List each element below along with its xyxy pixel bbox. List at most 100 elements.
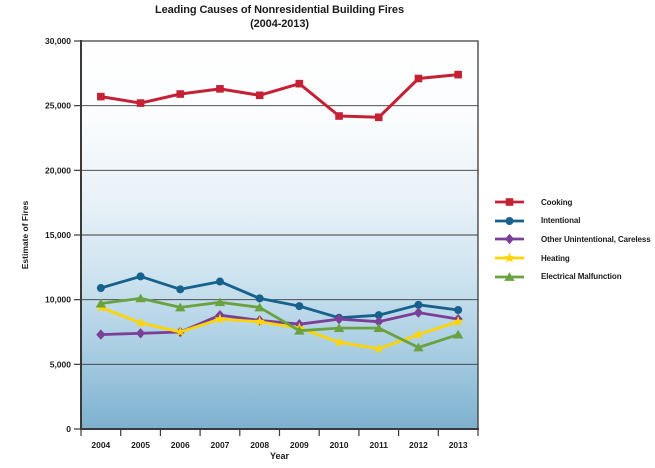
data-point-other-unintentional-careless-2005	[135, 328, 146, 339]
x-tick-label: 2011	[370, 440, 389, 450]
legend-marker-electrical-malfunction	[504, 271, 515, 281]
series-line-intentional	[99, 274, 460, 320]
data-point-electrical-malfunction-2013	[452, 329, 464, 339]
data-point-intentional-2004	[96, 284, 105, 293]
data-point-other-unintentional-careless-2004	[96, 329, 106, 340]
legend-item-other-unintentional-careless: Other Unintentional, Careless	[495, 230, 653, 249]
series-heating	[95, 301, 464, 354]
y-tick-label: 20,000	[45, 165, 71, 175]
other-unintentional-careless-marker-icon	[495, 234, 524, 245]
data-point-electrical-malfunction-2012	[413, 342, 424, 352]
data-point-heating-2007	[214, 313, 226, 324]
x-tick-label: 2005	[131, 440, 150, 450]
data-point-cooking-2007	[216, 85, 224, 93]
data-point-other-unintentional-careless-2011	[374, 316, 384, 327]
legend-label-electrical-malfunction: Electrical Malfunction	[541, 272, 622, 282]
data-point-heating-2008	[254, 316, 265, 327]
series-line-heating	[99, 305, 460, 351]
y-tick-labels: 0 5,000 10,000 15,000 20,000 25,000 30,000	[45, 36, 71, 434]
y-tick-label: 15,000	[45, 230, 71, 240]
y-axis	[74, 40, 82, 430]
data-point-electrical-malfunction-2007	[214, 297, 226, 307]
legend-item-intentional: Intentional	[495, 212, 653, 231]
data-point-intentional-2011	[374, 311, 383, 320]
electrical-malfunction-marker-icon	[495, 271, 524, 281]
plot-frame	[81, 40, 479, 429]
legend-label-other-unintentional-careless: Other Unintentional, Careless	[541, 234, 651, 244]
data-point-heating-2006	[174, 326, 186, 337]
series-intentional	[96, 272, 463, 322]
data-point-electrical-malfunction-2005	[135, 293, 146, 303]
series-cooking	[97, 70, 462, 122]
legend-marker-heating	[504, 252, 515, 263]
chart-title-line2: (2004-2013)	[250, 18, 309, 30]
x-tick-label: 2012	[409, 440, 428, 450]
legend-label-heating: Heating	[541, 253, 570, 263]
data-point-electrical-malfunction-2004	[95, 298, 107, 308]
x-axis	[80, 428, 479, 436]
data-point-electrical-malfunction-2010	[333, 323, 345, 333]
intentional-marker-icon	[495, 216, 524, 225]
series-other-unintentional-careless	[96, 307, 463, 340]
legend-marker-cooking	[505, 198, 514, 207]
data-point-cooking-2008	[255, 91, 264, 100]
data-point-intentional-2012	[414, 300, 423, 309]
data-point-cooking-2006	[176, 90, 185, 98]
x-tick-label: 2008	[250, 440, 269, 450]
legend-item-cooking: Cooking	[495, 193, 653, 212]
data-point-heating-2013	[452, 316, 464, 327]
legend-item-electrical-malfunction: Electrical Malfunction	[495, 267, 653, 286]
data-point-intentional-2005	[136, 272, 145, 281]
x-tick-labels: 2004 2005 2006 2007 2008 2009 2010 2011 2012 2013	[91, 440, 467, 450]
data-point-other-unintentional-careless-2010	[334, 313, 344, 325]
data-point-heating-2011	[373, 343, 385, 354]
chart-title: Leading Causes of Nonresidential Buildin…	[81, 3, 478, 31]
legend-marker-other-unintentional-careless	[504, 234, 515, 245]
data-point-intentional-2006	[176, 285, 185, 294]
data-point-electrical-malfunction-2011	[373, 323, 384, 333]
y-tick-label: 25,000	[45, 101, 71, 111]
data-point-heating-2005	[135, 317, 146, 328]
data-point-cooking-2012	[414, 74, 423, 83]
data-point-electrical-malfunction-2006	[175, 302, 186, 312]
series-line-cooking	[99, 73, 460, 119]
chart-title-line1: Leading Causes of Nonresidential Buildin…	[155, 4, 404, 16]
legend: Cooking Intentional Other Unintentional, C…	[495, 193, 653, 286]
x-tick-label: 2004	[91, 440, 110, 450]
data-point-intentional-2009	[295, 302, 304, 311]
y-tick-label: 5,000	[50, 359, 72, 369]
y-tick-label: 10,000	[45, 295, 71, 305]
data-point-electrical-malfunction-2008	[254, 302, 265, 312]
series-line-other-unintentional-careless	[99, 311, 460, 337]
data-point-cooking-2013	[454, 70, 462, 79]
legend-label-intentional: Intentional	[541, 216, 581, 226]
gridlines	[81, 105, 478, 365]
series-electrical-malfunction	[95, 293, 464, 352]
x-tick-label: 2007	[210, 440, 229, 450]
data-point-cooking-2004	[97, 92, 105, 101]
x-tick-label: 2009	[290, 440, 309, 450]
x-axis-label: Year	[269, 451, 290, 461]
data-point-cooking-2011	[374, 113, 383, 122]
x-tick-label: 2006	[171, 440, 190, 450]
x-tick-label: 2010	[330, 440, 349, 450]
data-point-cooking-2009	[295, 79, 304, 88]
data-point-other-unintentional-careless-2012	[413, 307, 424, 318]
legend-item-heating: Heating	[495, 249, 653, 268]
data-point-intentional-2008	[255, 294, 264, 303]
data-point-cooking-2010	[335, 112, 343, 120]
legend-label-cooking: Cooking	[541, 197, 573, 207]
legend-marker-intentional	[505, 216, 514, 225]
data-point-cooking-2005	[136, 99, 145, 107]
data-point-intentional-2007	[215, 277, 224, 286]
y-tick-label: 0	[66, 424, 71, 434]
data-point-intentional-2013	[454, 306, 463, 315]
data-point-heating-2010	[333, 336, 345, 347]
cooking-marker-icon	[495, 198, 524, 207]
y-tick-label: 30,000	[45, 36, 71, 46]
heating-marker-icon	[495, 252, 524, 263]
data-point-electrical-malfunction-2009	[294, 325, 305, 335]
x-tick-label: 2013	[449, 440, 468, 450]
